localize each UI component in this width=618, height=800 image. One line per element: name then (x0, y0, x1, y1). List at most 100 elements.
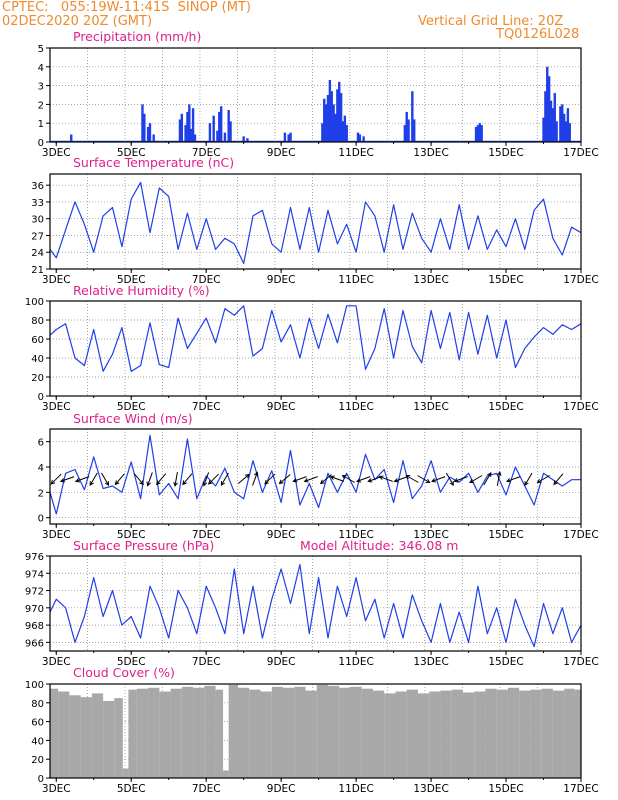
cloud-bar (417, 693, 430, 778)
precip-bar (568, 123, 571, 142)
wind-arrow-head (156, 480, 161, 486)
x-tick-label: 17DEC (563, 274, 598, 286)
wind-arrow-shaft (417, 475, 430, 483)
precip-bar (287, 134, 290, 142)
x-tick-label: 9DEC (267, 656, 296, 668)
y-tick-label: 5 (38, 44, 44, 55)
cloud-bar (80, 697, 92, 778)
precip-bar (332, 104, 335, 142)
cloud-bar (552, 690, 565, 778)
precip-bar (362, 136, 365, 142)
y-tick-label: 40 (31, 354, 44, 365)
precip-bar (341, 121, 345, 142)
cloud-bar (530, 689, 542, 778)
wind-arrow (252, 471, 259, 486)
wind-arrow-shaft (524, 472, 533, 486)
precip-bar (180, 113, 184, 142)
x-tick-label: 17DEC (563, 783, 598, 795)
x-tick-label: 11DEC (338, 783, 373, 795)
wind-arrow (356, 476, 371, 483)
cloud-bar (223, 770, 229, 778)
wind-arrow-head (253, 471, 259, 477)
wind-arrow-shaft (101, 472, 109, 486)
x-tick-label: 17DEC (563, 529, 598, 541)
wind-arrow-head (431, 478, 436, 483)
x-tick-label: 11DEC (338, 147, 373, 159)
wind-arrow (553, 473, 564, 486)
precip-bar (141, 104, 144, 142)
cloud-bar (474, 691, 486, 778)
precip-bar (407, 119, 410, 142)
y-tick-label: 0 (38, 392, 44, 403)
wind-arrow-head (207, 479, 213, 485)
precip-bar (553, 93, 556, 142)
wind-arrow (483, 471, 492, 486)
cloud-bar (103, 700, 115, 778)
wind-arrow-head (487, 471, 492, 477)
precip-bar (403, 125, 407, 142)
precip-bar (330, 91, 333, 142)
wind-arrow (220, 472, 229, 487)
precip-bar (566, 108, 570, 142)
model-altitude: Model Altitude: 346.08 m (300, 538, 458, 553)
wind-arrow-head (173, 481, 178, 487)
wind-arrow-shaft (469, 475, 483, 483)
cloud-bar (58, 691, 70, 778)
x-tick-label: 3DEC (42, 401, 71, 413)
y-tick-label: 27 (31, 231, 44, 242)
precip-bar (338, 81, 341, 142)
x-tick-label: 9DEC (267, 147, 296, 159)
precip-bar (356, 132, 360, 142)
wind-arrow-head (496, 471, 502, 477)
y-tick-label: 972 (25, 587, 44, 598)
wind-arrow-shaft (203, 472, 210, 486)
precip-bar (413, 119, 416, 142)
wind-arrow-shaft (356, 476, 371, 482)
cloud-bar (215, 689, 224, 778)
wind-arrow-shaft (147, 472, 153, 486)
precip-bar (334, 113, 337, 142)
x-tick-label: 15DEC (488, 529, 523, 541)
wind-arrow-head (425, 478, 431, 484)
wind-arrow-shaft (89, 472, 98, 486)
y-tick-label: 30 (31, 215, 44, 226)
x-tick-label: 11DEC (338, 529, 373, 541)
panel-title: Surface Temperature (nC) (73, 155, 234, 170)
wind-arrow-shaft (553, 473, 564, 485)
precip-bar (143, 113, 146, 142)
y-tick-label: 0 (38, 514, 44, 525)
wind-arrow (173, 472, 178, 487)
x-tick-label: 13DEC (413, 274, 448, 286)
wind-arrow-head (139, 480, 144, 486)
precip-bar (216, 130, 219, 142)
wind-arrow-shaft (330, 476, 345, 482)
y-tick-label: 60 (31, 335, 44, 346)
precip-bar (480, 125, 483, 142)
header-vertical-grid: Vertical Grid Line: 20Z (418, 14, 564, 29)
panel-title: Relative Humidity (%) (73, 283, 210, 298)
precip-bar (345, 125, 348, 142)
series-line (49, 434, 581, 515)
wind-arrow-head (449, 481, 454, 487)
cloud-bar (91, 693, 104, 778)
cloud-bar (451, 689, 463, 778)
y-tick-label: 968 (25, 621, 44, 632)
cloud-bar (249, 689, 261, 778)
wind-arrow (445, 472, 454, 487)
x-tick-label: 13DEC (413, 529, 448, 541)
wind-arrow-shaft (75, 476, 90, 482)
cloud-bar (228, 684, 239, 778)
cloud-bar (69, 695, 81, 778)
wind-arrow-shaft (406, 475, 419, 483)
y-tick-label: 970 (25, 604, 44, 615)
x-tick-label: 11DEC (338, 401, 373, 413)
y-tick-label: 100 (25, 680, 44, 691)
wind-arrow-shaft (293, 476, 307, 482)
panel-frame (49, 555, 582, 652)
wind-arrow (506, 476, 521, 483)
wind-arrow-head (50, 479, 56, 485)
precip-bar (562, 113, 566, 142)
cloud-bar (316, 684, 329, 778)
y-tick-label: 20 (31, 755, 44, 766)
x-tick-label: 7DEC (192, 401, 221, 413)
